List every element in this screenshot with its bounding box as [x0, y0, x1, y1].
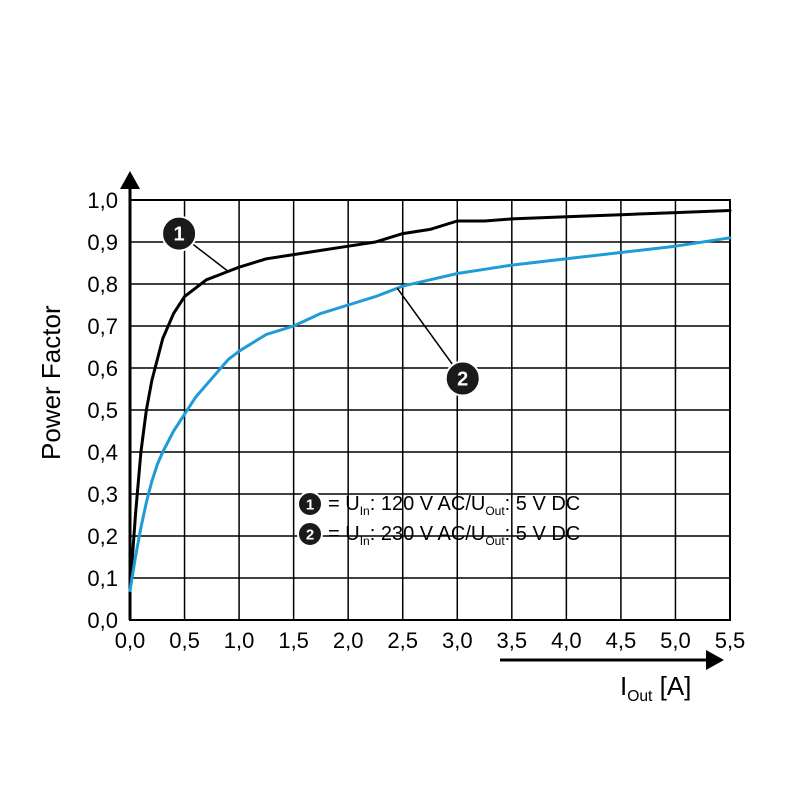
x-tick-label: 1,0	[224, 628, 255, 653]
chart-svg: 0,0 0,5 1,0 1,5 2,0 2,5 3,0 3,5 4,0 4,5 5,0 5,5 0,0 0…	[0, 0, 800, 800]
x-tick-label: 5,5	[715, 628, 746, 653]
y-tick-label: 0,6	[87, 356, 118, 381]
svg-text:2: 2	[306, 527, 314, 544]
y-tick-label: 0,0	[87, 608, 118, 633]
power-factor-chart: 0,0 0,5 1,0 1,5 2,0 2,5 3,0 3,5 4,0 4,5 5,0 5,5 0,0 0…	[0, 0, 800, 800]
y-tick-label: 0,9	[87, 230, 118, 255]
x-tick-label: 4,0	[551, 628, 582, 653]
x-tick-label: 4,5	[606, 628, 637, 653]
y-tick-label: 0,5	[87, 398, 118, 423]
svg-text:1: 1	[306, 497, 314, 514]
x-tick-label: 1,5	[278, 628, 309, 653]
series-marker-label: 1	[174, 224, 185, 246]
x-tick-label: 0,0	[115, 628, 146, 653]
y-tick-label: 0,7	[87, 314, 118, 339]
x-tick-label: 2,0	[333, 628, 364, 653]
y-tick-label: 0,2	[87, 524, 118, 549]
y-tick-label: 0,1	[87, 566, 118, 591]
x-tick-label: 0,5	[169, 628, 200, 653]
x-tick-label: 2,5	[387, 628, 418, 653]
y-axis-label: Power Factor	[36, 305, 66, 460]
y-tick-label: 1,0	[87, 188, 118, 213]
x-tick-label: 3,0	[442, 628, 473, 653]
x-tick-label: 3,5	[497, 628, 528, 653]
y-tick-label: 0,3	[87, 482, 118, 507]
series-marker-label: 2	[457, 369, 468, 391]
y-tick-label: 0,8	[87, 272, 118, 297]
y-tick-label: 0,4	[87, 440, 118, 465]
x-tick-label: 5,0	[660, 628, 691, 653]
